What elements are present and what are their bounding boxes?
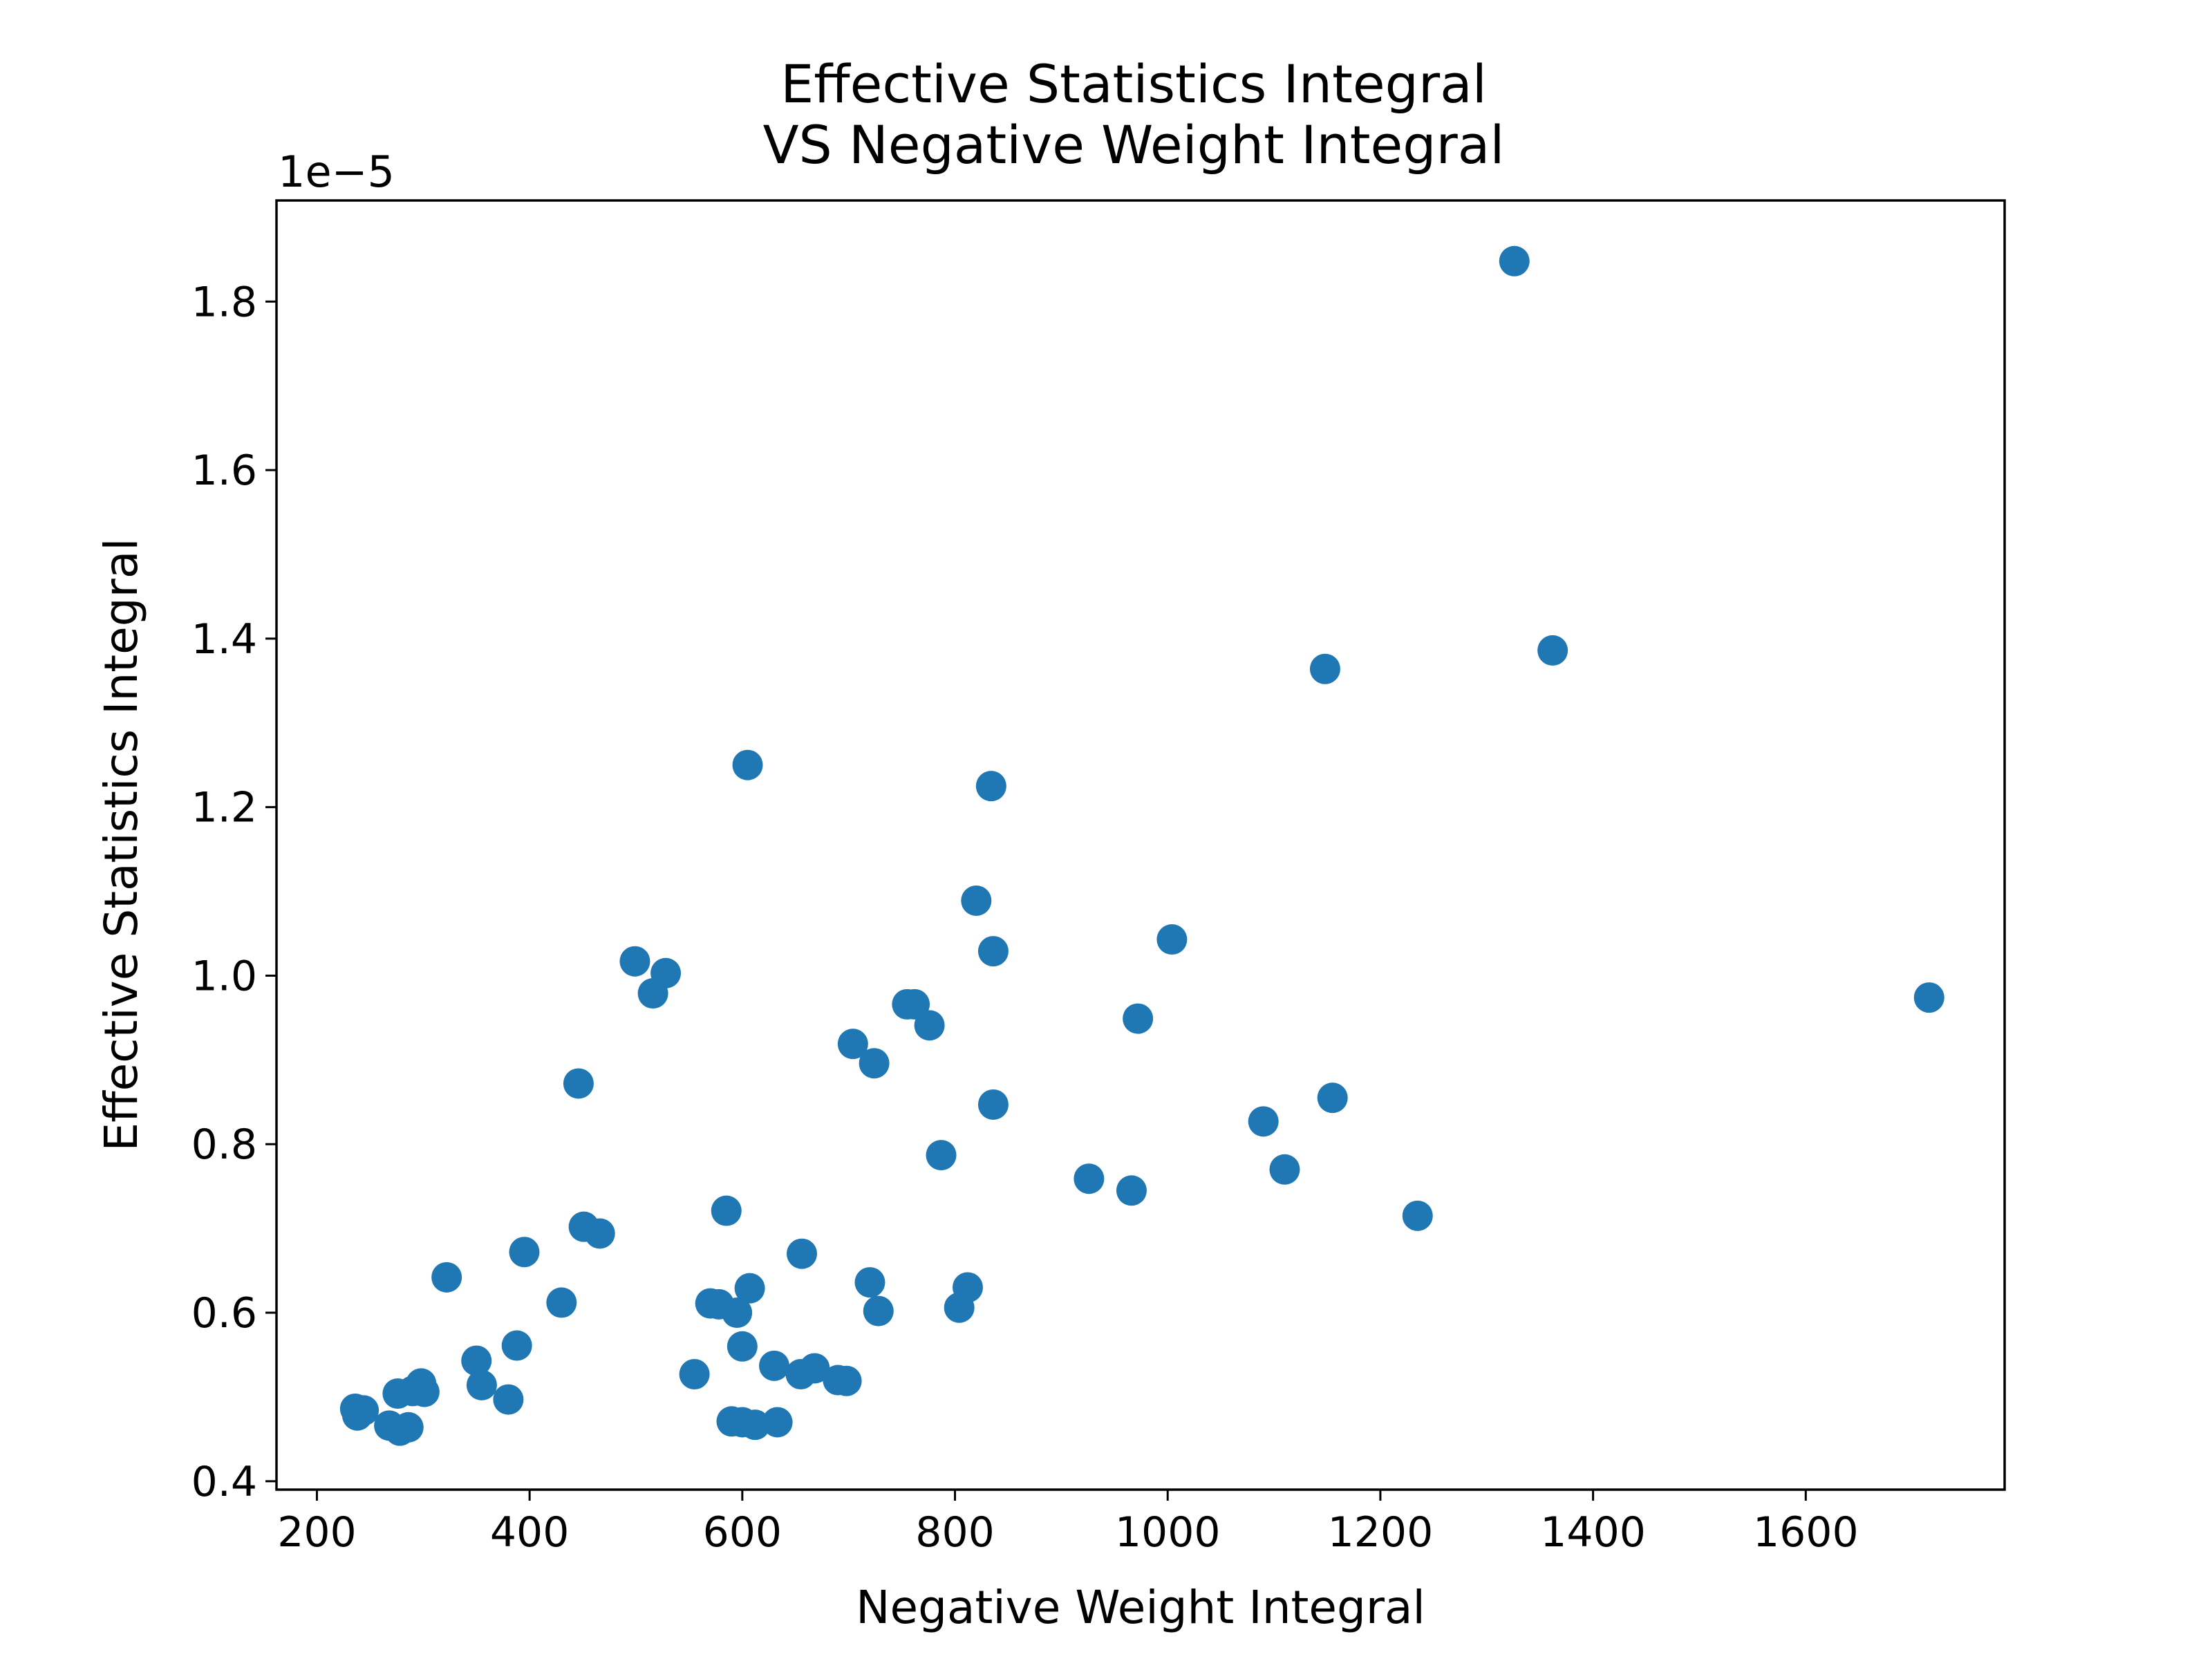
data-point — [1156, 924, 1188, 955]
data-point — [679, 1359, 710, 1390]
plot-area-frame — [275, 199, 2006, 1491]
data-point — [759, 1350, 789, 1381]
chart-title-line-1: Effective Statistics Integral — [780, 53, 1487, 115]
data-point — [1913, 982, 1944, 1013]
y-axis-offset-text: 1e−5 — [278, 147, 395, 197]
y-tick-label: 1.2 — [191, 784, 257, 832]
data-point — [863, 1295, 894, 1327]
data-point — [799, 1353, 830, 1384]
x-tick-label: 1600 — [1753, 1508, 1859, 1557]
data-point — [961, 885, 992, 916]
y-tick-label: 1.8 — [191, 278, 257, 326]
data-point — [509, 1237, 540, 1268]
data-point — [977, 1089, 1009, 1120]
y-tick-label: 1.6 — [191, 447, 257, 495]
data-point — [563, 1068, 594, 1099]
data-point — [953, 1272, 983, 1303]
data-point — [854, 1267, 885, 1298]
data-point — [466, 1369, 497, 1400]
data-point — [461, 1345, 492, 1376]
data-point — [431, 1262, 462, 1293]
data-point — [501, 1330, 532, 1361]
data-point — [837, 1029, 868, 1060]
data-point — [914, 1010, 945, 1041]
data-point — [409, 1376, 440, 1407]
data-point — [1248, 1106, 1279, 1137]
y-tick-label: 0.4 — [191, 1458, 257, 1506]
data-point — [584, 1218, 615, 1249]
data-point — [762, 1407, 793, 1438]
x-tick-label: 600 — [703, 1508, 782, 1557]
data-point — [546, 1287, 577, 1318]
data-point — [393, 1412, 424, 1443]
y-axis-label: Effective Statistics Integral — [95, 538, 148, 1151]
data-point — [831, 1365, 862, 1396]
data-point — [493, 1384, 524, 1415]
x-tick-label: 1000 — [1115, 1508, 1221, 1557]
data-point — [740, 1409, 771, 1441]
data-point — [619, 946, 650, 977]
y-tick-label: 1.4 — [191, 615, 257, 664]
data-point — [727, 1331, 758, 1362]
x-tick-label: 400 — [490, 1508, 570, 1557]
data-points — [339, 245, 1944, 1446]
data-point — [732, 749, 763, 780]
data-point — [1074, 1163, 1105, 1194]
y-tick-label: 1.0 — [191, 952, 257, 1000]
y-tick-label: 0.8 — [191, 1121, 257, 1169]
data-point — [787, 1238, 817, 1269]
x-tick-label: 200 — [277, 1508, 357, 1557]
data-point — [899, 988, 930, 1020]
data-point — [975, 771, 1006, 802]
data-point — [977, 936, 1009, 967]
x-tick-label: 1400 — [1540, 1508, 1646, 1557]
data-point — [1116, 1175, 1147, 1206]
x-tick-label: 800 — [915, 1508, 995, 1557]
data-point — [1269, 1154, 1300, 1185]
x-axis-label: Negative Weight Integral — [856, 1581, 1425, 1634]
data-point — [722, 1297, 753, 1329]
chart-title-line-2: VS Negative Weight Integral — [763, 114, 1505, 176]
data-point — [711, 1195, 742, 1226]
data-point — [650, 957, 682, 988]
data-point — [1123, 1003, 1154, 1034]
axis-ticks: 200 400 600 800 1000 1200 1400 1600 0.4 0.6 0.8 1.0… — [191, 278, 1859, 1557]
data-point — [1499, 245, 1530, 276]
data-point — [1537, 635, 1568, 666]
data-point — [348, 1395, 379, 1426]
y-tick-label: 0.6 — [191, 1289, 257, 1338]
data-point — [926, 1140, 957, 1171]
data-point — [734, 1273, 765, 1304]
data-point — [1309, 653, 1340, 684]
data-point — [1317, 1082, 1348, 1114]
data-point — [1402, 1200, 1433, 1231]
data-point — [859, 1048, 890, 1079]
x-tick-label: 1200 — [1328, 1508, 1434, 1557]
